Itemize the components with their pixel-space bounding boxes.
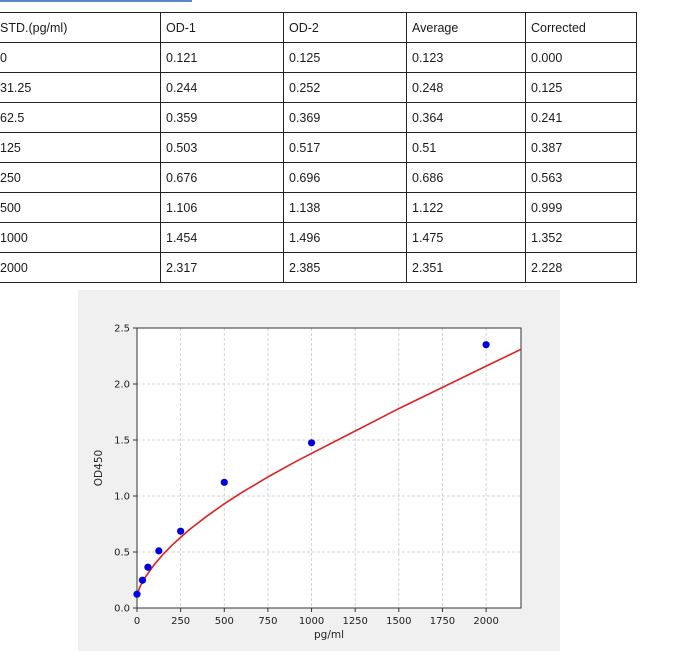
table-row: 500 1.106 1.138 1.122 0.999 [0,192,637,223]
y-tick-label: 2.0 [114,380,130,391]
table-cell: 1.454 [160,222,284,253]
table-cell: 0.696 [283,162,407,193]
y-axis-label: OD450 [93,450,105,486]
table-header-cell: STD.(pg/ml) [0,12,161,43]
table-cell: 0 [0,42,161,73]
table-cell: 0.387 [525,132,637,163]
x-tick-label: 1500 [386,616,411,627]
x-tick-label: 1250 [342,616,367,627]
table-cell: 0.686 [406,162,526,193]
data-point [133,590,141,598]
table-cell: 1000 [0,222,161,253]
table-cell: 0.248 [406,72,526,103]
table-cell: 2000 [0,252,161,283]
table-header-cell: Average [406,12,526,43]
table-cell: 0.51 [406,132,526,163]
table-cell: 0.999 [525,192,637,223]
table-row: 1000 1.454 1.496 1.475 1.352 [0,222,637,253]
data-point [155,547,163,555]
y-tick-label: 0.0 [114,604,130,615]
x-axis-label: pg/ml [314,629,344,641]
standards-table-body: STD.(pg/ml) OD-1 OD-2 Average Corrected 0 0.12… [0,12,637,283]
table-cell: 0.125 [525,72,637,103]
top-rule [0,0,192,2]
table-cell: 2.385 [283,252,407,283]
table-header-row: STD.(pg/ml) OD-1 OD-2 Average Corrected [0,12,637,43]
table-cell: 0.244 [160,72,284,103]
table-cell: 0.121 [160,42,284,73]
plot-frame [136,327,522,609]
table-cell: 1.138 [283,192,407,223]
table-row: 62.5 0.359 0.369 0.364 0.241 [0,102,637,133]
chart-panel: 0 250 500 750 1000 1250 1500 1750 2000 0.0 0.5 1.0 1… [78,290,560,651]
table-cell: 1.352 [525,222,637,253]
table-cell: 0.000 [525,42,637,73]
table-cell: 62.5 [0,102,161,133]
data-point [307,439,316,447]
table-cell: 0.125 [283,42,407,73]
table-row: 31.25 0.244 0.252 0.248 0.125 [0,72,637,103]
x-tick-label: 250 [171,616,190,627]
table-cell: 250 [0,162,161,193]
table-cell: 0.359 [160,102,284,133]
table-cell: 31.25 [0,72,161,103]
table-cell: 1.475 [406,222,526,253]
data-point [177,527,185,535]
standard-curve-chart: 0 250 500 750 1000 1250 1500 1750 2000 0.0 0.5 1.0 1… [93,324,522,641]
table-cell: 1.106 [160,192,284,223]
table-cell: 0.364 [406,102,526,133]
x-tick-label: 1750 [430,616,455,627]
table-header-cell: OD-1 [160,12,284,43]
table-cell: 2.228 [525,252,637,283]
data-point [138,576,147,584]
table-cell: 0.369 [283,102,407,133]
data-point [220,478,228,486]
table-cell: 2.351 [406,252,526,283]
plot-area [137,328,521,608]
x-tick-label: 500 [215,616,234,627]
y-tick-label: 2.5 [114,324,130,335]
table-row: 2000 2.317 2.385 2.351 2.228 [0,252,637,283]
y-tick-label: 0.5 [114,548,130,559]
table-row: 250 0.676 0.696 0.686 0.563 [0,162,637,193]
table-cell: 0.563 [525,162,637,193]
data-point [482,341,490,349]
table-cell: 0.241 [525,102,637,133]
table-row: 0 0.121 0.125 0.123 0.000 [0,42,637,73]
x-tick-label: 750 [258,616,277,627]
table-cell: 0.676 [160,162,284,193]
y-tick-label: 1.5 [114,436,130,447]
fit-curve-line [136,348,522,595]
table-cell: 2.317 [160,252,284,283]
data-point [144,563,152,571]
table-header-cell: Corrected [525,12,637,43]
table-cell: 0.252 [283,72,407,103]
table-header-cell: OD-2 [283,12,407,43]
table-cell: 0.123 [406,42,526,73]
table-cell: 1.496 [283,222,407,253]
table-row: 125 0.503 0.517 0.51 0.387 [0,132,637,163]
table-cell: 1.122 [406,192,526,223]
table-cell: 0.503 [160,132,284,163]
x-tick-label: 1000 [299,616,324,627]
table-cell: 125 [0,132,161,163]
x-tick-label: 2000 [473,616,498,627]
x-tick-label: 0 [134,616,140,627]
table-cell: 0.517 [283,132,407,163]
table-cell: 500 [0,192,161,223]
standards-table: STD.(pg/ml) OD-1 OD-2 Average Corrected 0 0.12… [0,12,637,283]
y-tick-label: 1.0 [114,492,130,503]
